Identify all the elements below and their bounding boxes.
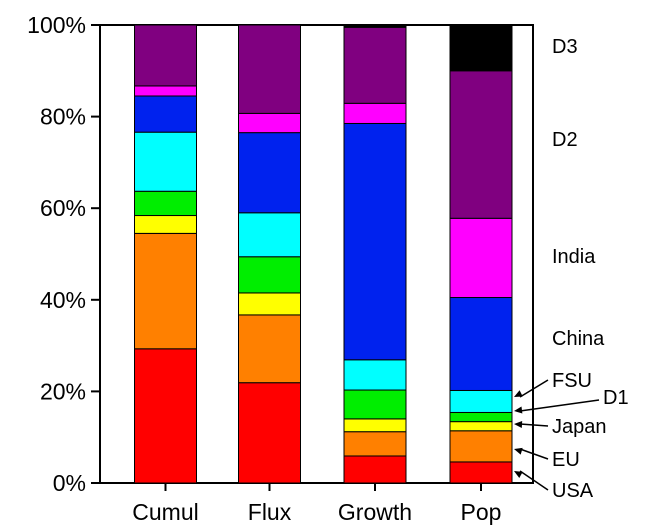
bar-segment-cumul-fsu <box>134 131 197 192</box>
bar-segment-pop-d3 <box>449 24 513 72</box>
bar-segment-pop-china <box>449 297 513 391</box>
series-label-d1: D1 <box>603 387 629 409</box>
bar-segment-cumul-usa <box>134 348 197 484</box>
bar-segment-flux-china <box>238 132 301 214</box>
bar-groups <box>134 24 513 484</box>
series-label-india: India <box>552 246 596 268</box>
y-tick-label: 20% <box>40 378 86 404</box>
label-arrow-eu <box>514 447 523 455</box>
label-leader-japan <box>519 423 549 427</box>
y-tick-label: 40% <box>40 287 86 313</box>
y-tick-label: 60% <box>40 195 86 221</box>
series-label-japan: Japan <box>552 416 607 438</box>
bar-segment-pop-japan <box>449 421 513 432</box>
bar-segment-pop-fsu <box>449 389 513 413</box>
bar-segment-growth-japan <box>343 418 407 433</box>
series-labels: USA EU Japan D1 FSU China India D2 D3 <box>514 36 629 502</box>
bar-segment-growth-fsu <box>343 359 407 391</box>
bar-segment-pop-d1 <box>449 411 513 423</box>
bar-segment-cumul-eu <box>134 232 197 350</box>
bar-flux <box>238 24 301 484</box>
series-label-eu: EU <box>552 449 580 471</box>
bar-segment-pop-d2 <box>449 70 513 219</box>
bar-segment-growth-eu <box>343 431 407 457</box>
bar-segment-pop-india <box>449 217 513 299</box>
x-axis: Cumul Flux Growth Pop <box>132 483 501 525</box>
label-leader-usa <box>519 470 549 491</box>
series-label-usa: USA <box>552 480 594 502</box>
label-leader-eu <box>519 448 549 460</box>
label-arrow-usa <box>514 471 523 478</box>
y-tick-label: 80% <box>40 104 86 130</box>
y-tick-label: 100% <box>27 12 86 38</box>
x-tick-label-growth: Growth <box>338 499 412 525</box>
bar-segment-flux-d2 <box>238 24 301 114</box>
bar-segment-flux-eu <box>238 314 301 384</box>
x-tick-label-pop: Pop <box>461 499 502 525</box>
series-label-d2: D2 <box>552 129 578 151</box>
label-arrow-d1 <box>514 406 523 414</box>
bar-segment-cumul-d1 <box>134 190 197 217</box>
bar-segment-growth-d1 <box>343 389 407 420</box>
bar-segment-flux-fsu <box>238 212 301 258</box>
bar-segment-growth-d3 <box>343 24 407 28</box>
y-axis: 0% 20% 40% 60% 80% 100% <box>27 12 100 496</box>
x-tick-label-cumul: Cumul <box>132 499 198 525</box>
label-arrow-japan <box>514 420 523 428</box>
x-tick-label-flux: Flux <box>248 499 292 525</box>
bar-segment-cumul-china <box>134 95 197 133</box>
bar-segment-growth-d2 <box>343 26 407 104</box>
label-arrow-fsu <box>514 390 523 397</box>
label-leader-fsu <box>519 379 549 398</box>
bar-pop <box>449 24 513 484</box>
bar-segment-flux-india <box>238 112 301 134</box>
y-tick-label: 0% <box>53 470 86 496</box>
bar-segment-cumul-japan <box>134 215 197 234</box>
series-label-china: China <box>552 328 605 350</box>
bar-segment-cumul-d2 <box>134 24 197 87</box>
bar-segment-growth-india <box>343 102 407 124</box>
series-label-fsu: FSU <box>552 370 592 392</box>
bar-segment-growth-china <box>343 122 407 361</box>
bar-segment-pop-usa <box>449 461 513 484</box>
bar-segment-growth-usa <box>343 455 407 484</box>
bar-segment-pop-eu <box>449 430 513 463</box>
bar-segment-cumul-india <box>134 85 197 97</box>
series-label-d3: D3 <box>552 36 578 58</box>
bar-growth <box>343 24 407 484</box>
bar-segment-flux-d1 <box>238 256 301 294</box>
bar-segment-flux-japan <box>238 292 301 316</box>
bar-segment-flux-usa <box>238 382 301 484</box>
bar-cumul <box>134 24 197 484</box>
label-leader-d1 <box>519 399 600 412</box>
